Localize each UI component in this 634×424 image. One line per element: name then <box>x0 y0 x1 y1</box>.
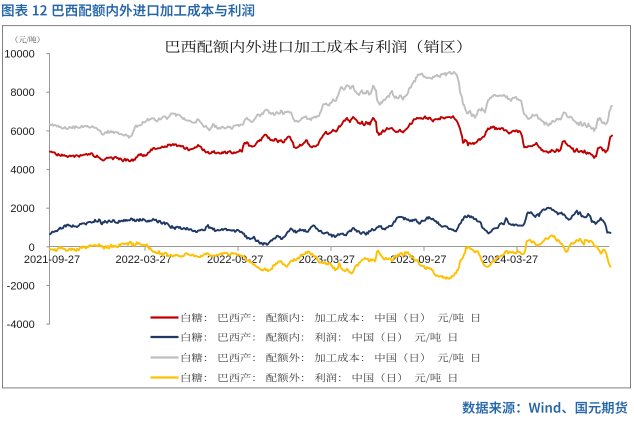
svg-text:2024-03-27: 2024-03-27 <box>482 254 538 266</box>
svg-text:-4000: -4000 <box>7 319 35 331</box>
svg-text:2021-09-27: 2021-09-27 <box>24 254 80 266</box>
svg-text:10000: 10000 <box>4 49 35 61</box>
svg-text:-2000: -2000 <box>7 280 35 292</box>
svg-text:2000: 2000 <box>10 203 34 215</box>
svg-text:2022-09-27: 2022-09-27 <box>207 254 263 266</box>
svg-text:2023-03-27: 2023-03-27 <box>299 254 355 266</box>
svg-text:6000: 6000 <box>10 126 34 138</box>
svg-text:0: 0 <box>29 242 35 254</box>
svg-text:4000: 4000 <box>10 165 34 177</box>
svg-text:2022-03-27: 2022-03-27 <box>115 254 171 266</box>
svg-text:8000: 8000 <box>10 87 34 99</box>
